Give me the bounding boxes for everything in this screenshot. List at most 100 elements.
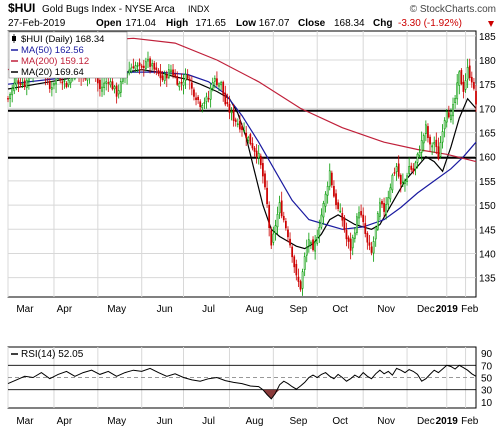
candle-body [178, 82, 181, 88]
candle-body [379, 202, 381, 217]
candle-body [381, 201, 383, 205]
price-x-tick-label: Sep [290, 304, 308, 315]
legend-entry: MA(200) 159.12 [21, 56, 89, 67]
candle-body [343, 217, 346, 231]
quote-close-label: Close [298, 18, 326, 29]
candle-body [301, 271, 304, 289]
rsi-x-tick-label: Nov [377, 416, 395, 427]
candle-body [222, 81, 225, 95]
candle-body [262, 163, 264, 177]
price-y-tick-label: 160 [479, 153, 496, 164]
candle-body [431, 145, 433, 148]
candle-body [416, 153, 419, 163]
candle-body [422, 135, 425, 144]
candle-body [216, 78, 218, 86]
candle-body [333, 185, 335, 197]
candle-body [368, 242, 371, 246]
candle-body [347, 237, 350, 242]
chart-index-name: Gold Bugs Index - NYSE Arca [42, 4, 175, 15]
quote-low-value: 167.07 [259, 18, 290, 29]
candle-body [420, 140, 423, 153]
candle-body [452, 104, 454, 117]
candle-body [385, 204, 388, 215]
candle-body [117, 90, 120, 95]
candle-body [170, 69, 172, 72]
candle-body [324, 193, 327, 207]
price-x-tick-label: Oct [332, 304, 348, 315]
candle-body [145, 61, 147, 69]
candle-body [337, 202, 339, 210]
candle-body [253, 147, 256, 152]
candle-body [163, 73, 166, 81]
rsi-x-tick-label: Jul [202, 416, 215, 427]
candle-body [259, 155, 262, 166]
candle-body [255, 150, 258, 158]
candle-body [63, 80, 66, 82]
candle-body [7, 98, 9, 100]
candle-body [226, 102, 229, 104]
price-x-tick-label: May [107, 304, 126, 315]
chart-symbol: $HUI [8, 1, 35, 15]
candle-body [274, 225, 277, 234]
candle-body [372, 241, 375, 254]
candle-body [287, 229, 289, 238]
candle-body [224, 92, 227, 105]
rsi-x-tick-label: Jun [157, 416, 173, 427]
rsi-x-tick-label: Feb [461, 416, 479, 427]
candle-body [28, 77, 30, 82]
rsi-y-tick-label: 70 [481, 361, 493, 372]
candle-body [48, 80, 51, 89]
candle-body [153, 63, 156, 70]
price-y-tick-label: 155 [479, 177, 496, 188]
candle-body [132, 66, 135, 69]
candle-body [387, 197, 390, 205]
quote-low-label: Low [236, 18, 256, 29]
candle-body [249, 134, 252, 145]
candle-body [209, 87, 212, 100]
candle-body [51, 87, 53, 90]
candle-body [268, 204, 271, 229]
price-x-tick-label: Apr [57, 304, 73, 315]
candle-body [383, 203, 385, 212]
chart-exchange: INDX [188, 4, 210, 14]
candle-body [99, 79, 101, 89]
candle-body [397, 163, 400, 177]
candle-body [464, 80, 467, 90]
candle-body [119, 81, 122, 93]
candle-body [136, 65, 139, 67]
candle-body [205, 96, 208, 102]
quote-close-value: 168.34 [334, 18, 365, 29]
candle-body [105, 81, 108, 84]
candle-body [172, 69, 174, 76]
candle-body [435, 139, 438, 148]
rsi-x-tick-label: Dec [417, 416, 435, 427]
candle-body [243, 130, 245, 132]
candle-body [443, 120, 446, 130]
candle-body [360, 211, 362, 216]
candle-body [193, 89, 195, 97]
rsi-x-tick-label: Apr [57, 416, 73, 427]
down-arrow-icon [488, 21, 494, 27]
candle-body [264, 173, 266, 188]
candle-body [61, 81, 64, 84]
candle-body [151, 63, 154, 67]
candle-body [280, 200, 283, 217]
candle-body [330, 172, 333, 186]
price-y-tick-label: 175 [479, 80, 496, 91]
candle-body [13, 82, 16, 92]
candle-body [161, 75, 164, 81]
candle-body [276, 214, 279, 228]
candle-body [439, 142, 442, 157]
candle-body [218, 83, 220, 87]
candle-body [220, 82, 222, 86]
candle-body [266, 187, 268, 205]
price-x-tick-label: Aug [246, 304, 264, 315]
candle-body [228, 103, 231, 113]
quote-chg-label: Chg [373, 18, 392, 29]
candle-body [190, 82, 193, 89]
quote-chg-value: -3.30 (-1.92%) [398, 18, 462, 29]
candle-body [15, 77, 18, 86]
candle-body [278, 202, 281, 214]
quote-open-value: 171.04 [125, 18, 156, 29]
